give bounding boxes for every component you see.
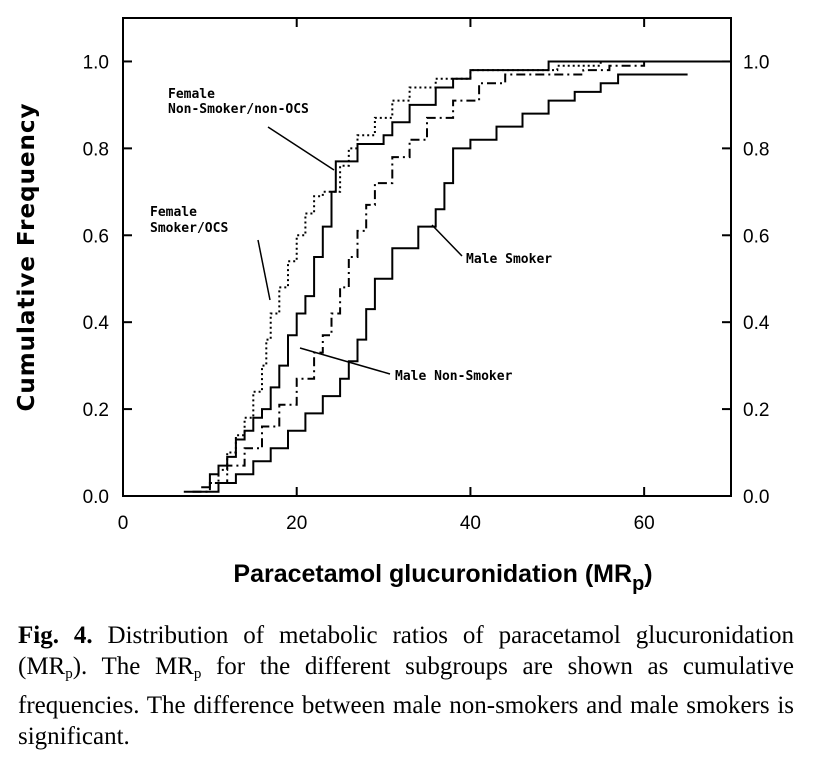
- figure-caption: Fig. 4. Distribution of metabolic ratios…: [18, 620, 794, 752]
- y-tick-label: 0.8: [83, 139, 109, 160]
- caption-text-3: for the different subgroups are shown as…: [18, 653, 795, 750]
- caption-text-1: Distribution of metabolic ratios of para…: [18, 622, 795, 680]
- series-line-male_smoker: [183, 73, 688, 493]
- cumulative-frequency-chart: 0 20 40 60 0.0 0.0 0.2 0.2 0.4 0.4 0.6 0.6 0.8 0.8 1.0…: [14, 17, 770, 595]
- y-tick-label-right: 0.0: [743, 487, 769, 508]
- annotation-label: Female: [168, 87, 215, 102]
- plot-frame: [122, 17, 732, 497]
- annotation-leader-line: [257, 239, 271, 301]
- caption-subscript-2: p: [193, 666, 202, 682]
- y-tick-label: 1.0: [83, 52, 109, 73]
- annotation-leader-line: [267, 126, 335, 171]
- y-tick-label: 0.4: [83, 313, 110, 334]
- series-line-female_non_smoker: [201, 60, 731, 489]
- y-tick-label-right: 1.0: [743, 52, 769, 73]
- annotation-label: Non-Smoker/non-OCS: [168, 102, 309, 117]
- x-tick-label: 60: [634, 513, 655, 534]
- annotation-label: Female: [150, 205, 197, 220]
- caption-text-2: ). The MR: [72, 653, 194, 680]
- series-line-female_smoker: [209, 60, 731, 484]
- y-axis-label: Cumulative Frequency: [14, 102, 40, 411]
- x-axis-label-sub: p: [632, 573, 644, 595]
- caption-subscript-1: p: [65, 666, 73, 682]
- x-tick-label: 20: [286, 513, 307, 534]
- y-tick-label: 0.0: [83, 487, 109, 508]
- y-tick-label: 0.2: [83, 400, 109, 421]
- y-tick-label-right: 0.2: [743, 400, 769, 421]
- x-axis-label-main: Paracetamol glucuronidation (MR: [233, 560, 632, 588]
- x-tick-label: 40: [460, 513, 481, 534]
- x-tick-label: 0: [118, 513, 129, 534]
- y-tick-label-right: 0.8: [743, 139, 769, 160]
- annotation-label: Male Smoker: [466, 252, 552, 267]
- annotation-label: Smoker/OCS: [150, 221, 228, 236]
- y-tick-label-right: 0.4: [743, 313, 770, 334]
- y-tick-label-right: 0.6: [743, 226, 769, 247]
- annotation-label: Male Non-Smoker: [395, 369, 513, 384]
- annotation-leader-line: [299, 347, 391, 375]
- x-axis-label: Paracetamol glucuronidation (MRp): [233, 560, 652, 595]
- annotation-leader-line: [431, 224, 463, 257]
- series-line-male_non_smoker: [192, 60, 731, 493]
- x-axis-label-close: ): [644, 560, 652, 588]
- caption-figure-label: Fig. 4.: [18, 622, 93, 649]
- y-tick-label: 0.6: [83, 226, 109, 247]
